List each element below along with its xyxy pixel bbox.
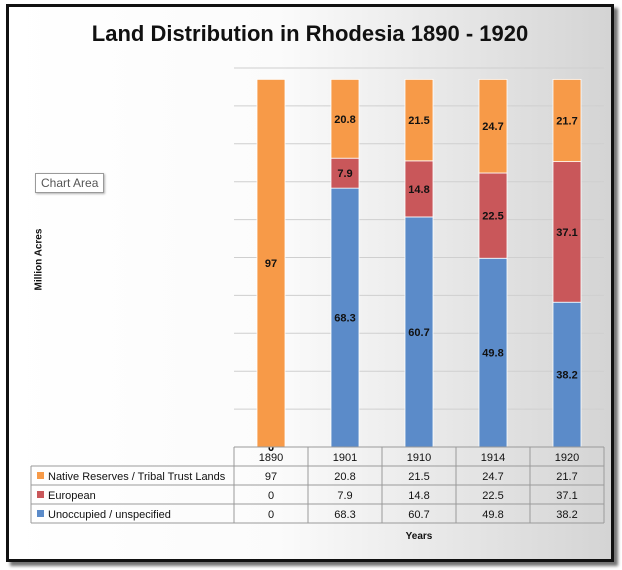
- table-cell-value: 68.3: [334, 509, 355, 521]
- legend-key: [37, 472, 44, 479]
- legend-key: [37, 510, 44, 517]
- bar-segment: [404, 78, 434, 162]
- data-label: 21.5: [408, 115, 429, 127]
- bar-segment: [552, 78, 582, 163]
- data-label: 68.3: [334, 313, 355, 325]
- table-cell-value: 21.5: [408, 471, 429, 483]
- data-label: 97: [265, 258, 277, 270]
- bar-segment: [478, 78, 508, 174]
- data-label: 7.9: [337, 168, 352, 180]
- x-tick-label: 1910: [407, 452, 431, 464]
- x-axis-title: Years: [405, 531, 433, 542]
- table-cell-value: 7.9: [337, 490, 352, 502]
- chart-frame: Land Distribution in Rhodesia 1890 - 192…: [6, 4, 614, 562]
- x-tick-label: 1901: [333, 452, 357, 464]
- x-tick-label: 1920: [555, 452, 579, 464]
- table-cell-value: 21.7: [556, 471, 577, 483]
- table-cell-value: 14.8: [408, 490, 429, 502]
- chart-area-tooltip: Chart Area: [35, 173, 105, 193]
- bar-segment: [256, 78, 286, 448]
- bar-segment: [478, 172, 508, 259]
- data-label: 14.8: [408, 184, 429, 196]
- table-cell-value: 97: [265, 471, 277, 483]
- bar-segment: [330, 157, 360, 189]
- data-label: 37.1: [556, 227, 577, 239]
- table-cell-value: 0: [268, 509, 274, 521]
- table-cell-value: 38.2: [556, 509, 577, 521]
- data-label: 60.7: [408, 327, 429, 339]
- legend-key: [37, 491, 44, 498]
- x-tick-label: 1914: [481, 452, 505, 464]
- bar-segment: [552, 301, 582, 448]
- data-label: 22.5: [482, 211, 503, 223]
- data-label: 38.2: [556, 370, 577, 382]
- bar-segment: [330, 187, 360, 448]
- x-tick-label: 1890: [259, 452, 283, 464]
- stacked-bar-chart[interactable]: 0 0 97 68.3 7.9 20.8 60.7 14.8 21.5 49.8 22.5 24.7 3…: [9, 7, 611, 559]
- bar-segment: [478, 257, 508, 448]
- legend-entry: European: [48, 490, 96, 502]
- legend-entry: Native Reserves / Tribal Trust Lands: [48, 471, 226, 483]
- chart-title: Land Distribution in Rhodesia 1890 - 192…: [91, 21, 529, 46]
- table-cell-value: 20.8: [334, 471, 355, 483]
- table-cell-value: 37.1: [556, 490, 577, 502]
- bar-segment: [330, 78, 360, 159]
- data-label: 0: [268, 442, 274, 454]
- table-cell-value: 22.5: [482, 490, 503, 502]
- data-label: 49.8: [482, 348, 503, 360]
- data-label: 0: [268, 442, 274, 454]
- legend-entry: Unoccupied / unspecified: [48, 509, 171, 521]
- data-label: 24.7: [482, 121, 503, 133]
- table-cell-value: 0: [268, 490, 274, 502]
- table-cell-value: 60.7: [408, 509, 429, 521]
- table-cell-value: 24.7: [482, 471, 503, 483]
- data-label: 21.7: [556, 115, 577, 127]
- table-cell-value: 49.8: [482, 509, 503, 521]
- data-label: 20.8: [334, 114, 355, 126]
